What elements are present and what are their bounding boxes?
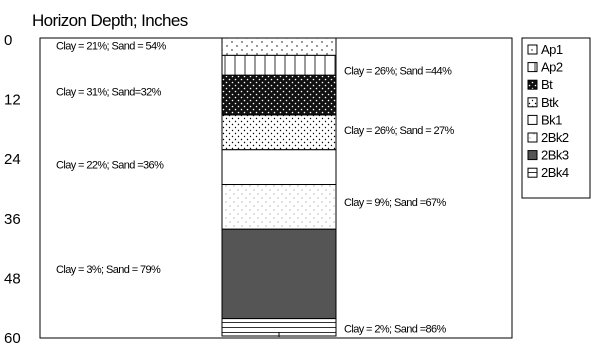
depth-tick-label: 48 [4,270,21,287]
legend-swatch-bk1 [527,114,538,125]
legend-swatch-2bk3 [527,150,538,161]
diagram-title: Horizon Depth; Inches [32,11,188,30]
legend-label: Bt [541,77,553,92]
depth-tick-label: 0 [4,32,12,49]
texture-annotation: Clay = 31%; Sand=32% [56,87,162,99]
legend-label: 2Bk3 [541,148,569,163]
legend-swatch-bt [527,79,538,90]
legend-label: Ap1 [541,42,563,57]
legend-swatch-ap1 [527,44,538,55]
texture-annotations: Clay = 21%; Sand = 54% Clay = 26%; Sand =… [56,40,455,335]
legend-swatch-2bk4 [527,167,538,178]
horizon-layer-bk1 [221,149,337,186]
legend-swatch-btk [527,97,538,108]
texture-annotation: Clay = 3%; Sand = 79% [56,264,161,276]
horizon-layer-btk [221,114,337,151]
depth-tick-label: 60 [4,330,21,343]
horizon-layer-bt [221,74,337,116]
depth-tick-label: 36 [4,211,21,228]
horizon-layer-ap2 [221,54,337,76]
legend-swatch-2bk2 [527,132,538,143]
texture-annotation: Clay = 22%; Sand =36% [56,160,164,172]
legend-label: 2Bk2 [541,130,569,145]
horizon-layer-2bk2 [221,184,337,230]
legend: Ap1 Ap2 Bt Btk Bk1 2Bk2 2Bk3 2Bk4 [527,42,569,180]
legend-label: 2Bk4 [541,165,569,180]
horizon-column [221,37,337,337]
legend-swatch-ap2 [527,62,538,73]
texture-annotation: Clay = 9%; Sand =67% [344,197,447,209]
horizon-layer-2bk3 [221,228,337,320]
depth-tick-label: 24 [4,151,21,168]
legend-label: Bk1 [541,112,562,127]
texture-annotation: Clay = 26%; Sand = 27% [344,125,455,137]
depth-axis: 0 12 24 36 48 60 [4,32,21,343]
legend-label: Ap2 [541,60,563,75]
legend-label: Btk [541,95,559,110]
texture-annotation: Clay = 26%; Sand =44% [344,65,452,77]
texture-annotation: Clay = 21%; Sand = 54% [56,40,167,52]
texture-annotation: Clay = 2%; Sand =86% [344,324,447,336]
depth-tick-label: 12 [4,92,21,109]
horizon-layer-ap1 [221,37,337,56]
